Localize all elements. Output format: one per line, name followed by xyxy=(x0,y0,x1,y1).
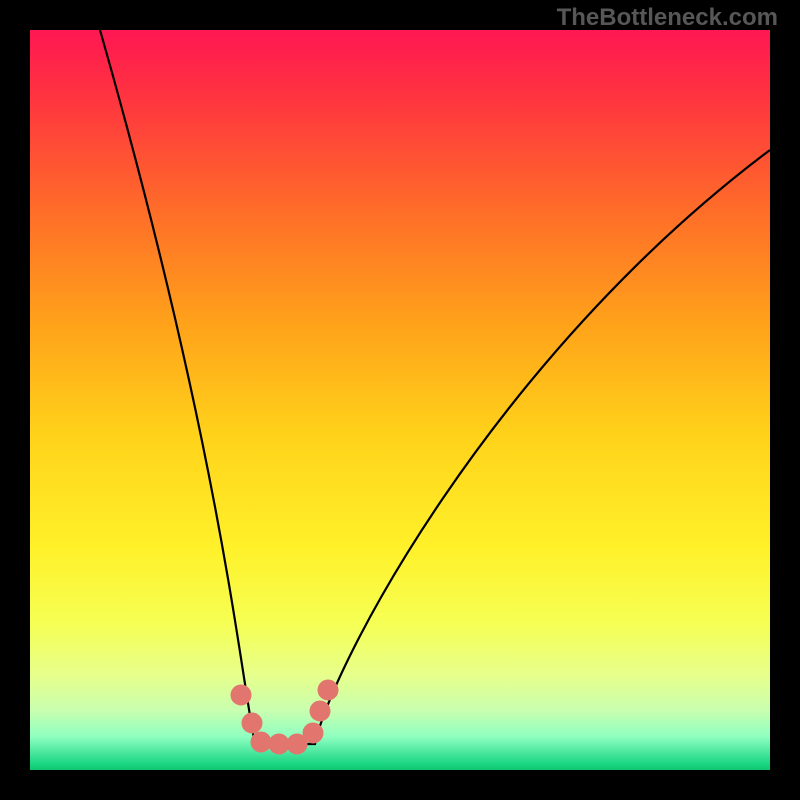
marker-group xyxy=(231,680,338,754)
watermark-text: TheBottleneck.com xyxy=(557,4,778,32)
marker-dot xyxy=(318,680,338,700)
marker-dot xyxy=(303,723,323,743)
marker-dot xyxy=(231,685,251,705)
marker-dot xyxy=(242,713,262,733)
chart-svg xyxy=(30,30,770,770)
marker-dot xyxy=(310,701,330,721)
marker-dot xyxy=(269,734,289,754)
plot-area xyxy=(30,30,770,770)
bottleneck-curve xyxy=(100,30,770,744)
marker-dot xyxy=(251,732,271,752)
outer-frame: TheBottleneck.com xyxy=(0,0,800,800)
